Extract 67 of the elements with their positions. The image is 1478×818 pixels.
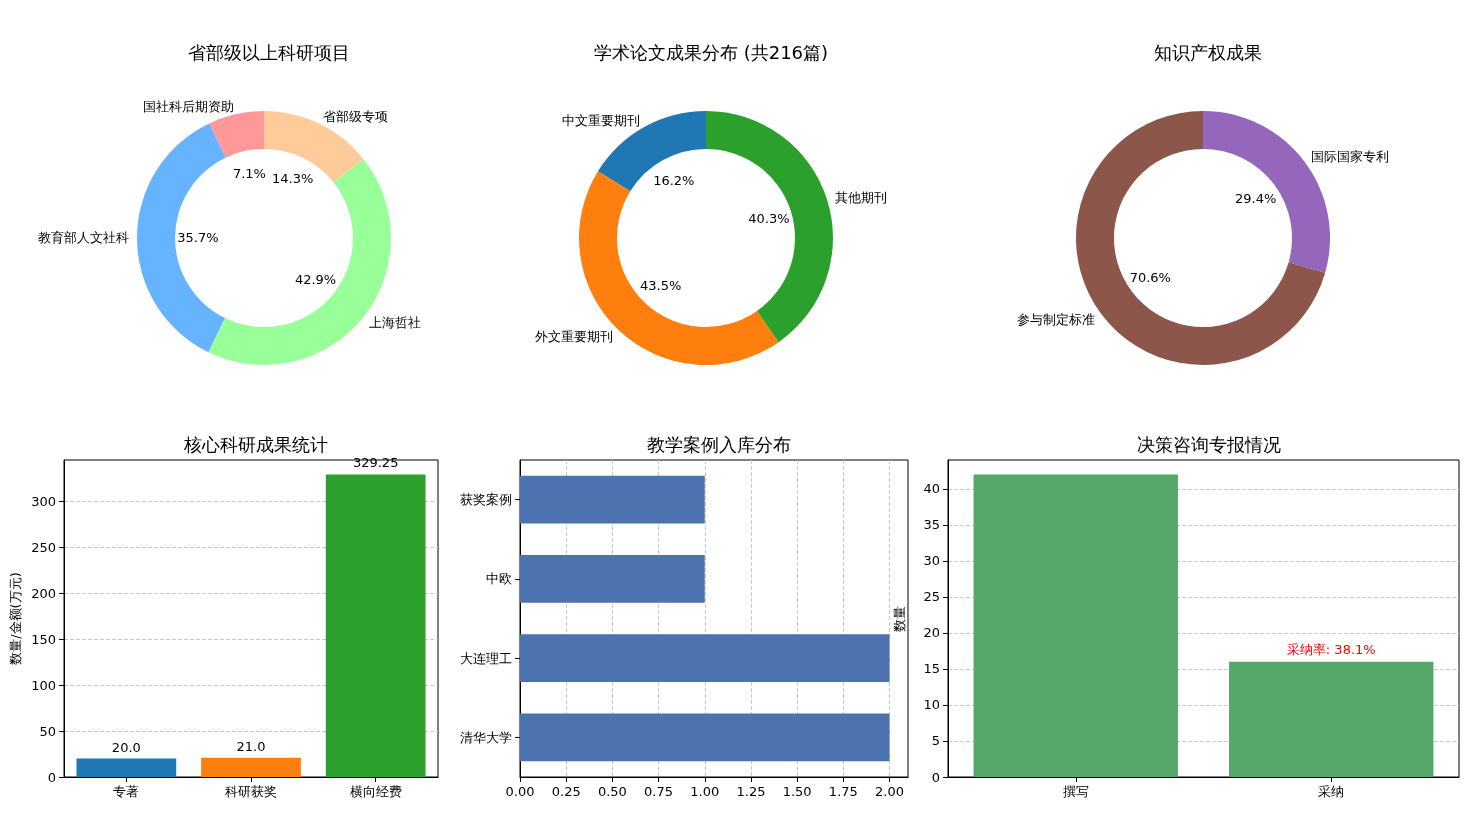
slice-label: 其他期刊 <box>834 189 887 205</box>
y-tick-label: 30 <box>923 553 940 569</box>
chart-title: 决策咨询专报情况 <box>1136 433 1281 455</box>
bar <box>201 757 301 777</box>
x-tick-label: 采纳 <box>1318 784 1345 799</box>
y-tick-label: 15 <box>923 661 940 677</box>
slice-label: 上海哲社 <box>369 314 422 330</box>
bar <box>325 474 426 777</box>
y-tick-label: 35 <box>923 517 940 533</box>
data-label: 43.5% <box>639 278 682 294</box>
slice-label: 中文重要期刊 <box>562 112 641 128</box>
data-label: 40.3% <box>748 210 790 226</box>
y-tick-label: 大连理工 <box>460 650 512 666</box>
y-tick-label: 300 <box>31 493 56 509</box>
chart-title: 省部级以上科研项目 <box>188 41 350 63</box>
y-tick-label: 10 <box>923 697 940 713</box>
annotation: 采纳率: 38.1% <box>1286 641 1376 657</box>
data-label: 329.25 <box>352 455 399 471</box>
x-tick-label: 1.00 <box>690 784 720 799</box>
x-tick-label: 0.50 <box>597 784 627 799</box>
x-tick-label: 1.50 <box>782 784 812 799</box>
slice-label: 国社科后期资助 <box>143 98 235 114</box>
chart-title: 知识产权成果 <box>1154 41 1262 63</box>
x-tick-label: 科研获奖 <box>225 784 277 799</box>
data-label: 35.7% <box>177 230 219 246</box>
y-tick-label: 中欧 <box>486 571 512 587</box>
data-label: 14.3% <box>272 171 314 187</box>
y-tick-label: 50 <box>39 723 56 739</box>
y-tick-label: 40 <box>923 481 940 497</box>
slice-label: 参与制定标准 <box>1017 311 1096 327</box>
x-tick-label: 0.25 <box>551 784 581 799</box>
y-tick-label: 200 <box>31 585 56 601</box>
y-tick-label: 250 <box>31 539 56 555</box>
x-tick-label: 2.00 <box>875 784 904 799</box>
x-tick-label: 1.75 <box>828 784 858 799</box>
y-tick-label: 100 <box>31 677 56 693</box>
x-tick-label: 0.75 <box>644 784 674 799</box>
data-label: 16.2% <box>653 172 695 188</box>
y-tick-label: 清华大学 <box>460 729 512 745</box>
y-tick-label: 5 <box>931 733 940 749</box>
y-tick-label: 150 <box>31 631 56 647</box>
x-tick-label: 专著 <box>113 784 140 799</box>
y-tick-label: 0 <box>47 769 56 785</box>
chart-title: 教学案例入库分布 <box>647 433 791 455</box>
bar <box>76 758 177 777</box>
y-axis-title: 数量/金额(万元) <box>8 572 23 665</box>
data-label: 42.9% <box>294 271 337 287</box>
x-tick-label: 撰写 <box>1062 784 1089 799</box>
data-label: 7.1% <box>232 166 266 182</box>
slice-label: 国际国家专利 <box>1310 149 1389 165</box>
slice-label: 外文重要期刊 <box>535 328 614 344</box>
slice-label: 教育部人文社科 <box>38 230 129 246</box>
y-tick-label: 25 <box>923 589 940 605</box>
chart-title: 核心科研成果统计 <box>183 433 328 455</box>
slice-label: 省部级专项 <box>322 108 388 124</box>
y-tick-label: 获奖案例 <box>460 492 512 508</box>
y-axis-title: 数量 <box>892 605 907 632</box>
data-label: 70.6% <box>1129 270 1171 286</box>
y-tick-label: 20 <box>923 625 940 641</box>
data-label: 21.0 <box>236 738 266 754</box>
data-label: 29.4% <box>1235 190 1277 206</box>
chart-title: 学术论文成果分布 (共216篇) <box>593 41 829 63</box>
x-tick-label: 0.00 <box>505 784 535 799</box>
data-label: 20.0 <box>111 739 141 755</box>
x-tick-label: 横向经费 <box>349 784 402 799</box>
x-tick-label: 1.25 <box>736 784 766 799</box>
y-tick-label: 0 <box>931 769 940 785</box>
